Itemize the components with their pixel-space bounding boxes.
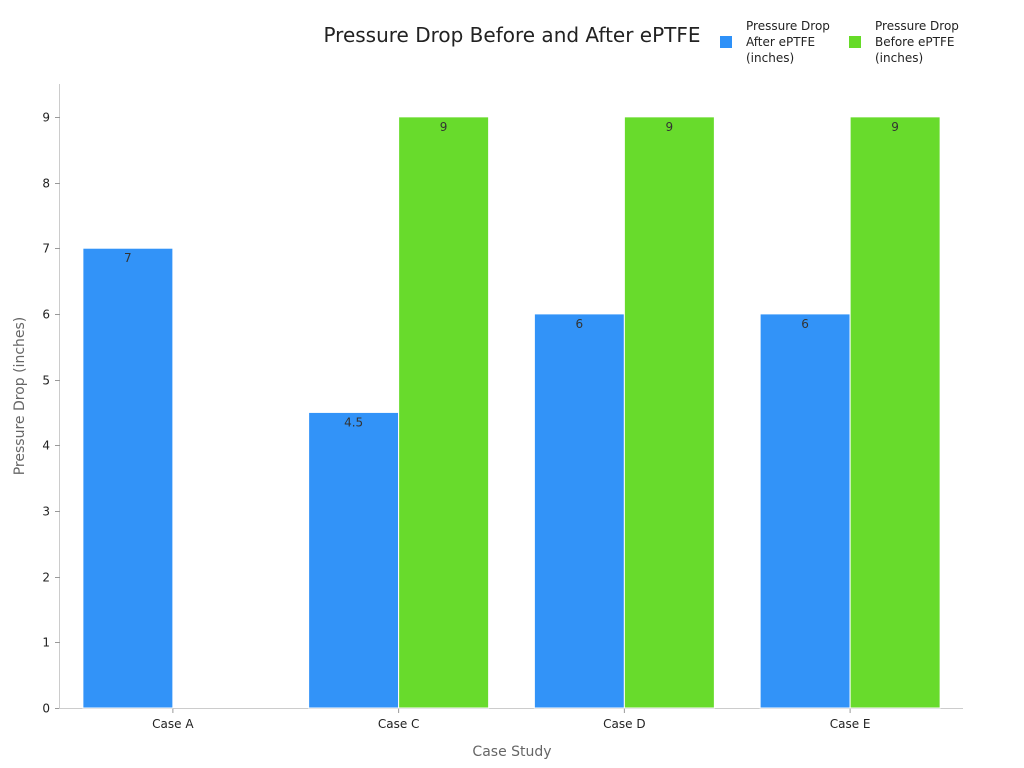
- bar-value-label: 4.5: [344, 415, 363, 429]
- y-tick-label: 6: [42, 308, 50, 322]
- y-axis: 0 1 2 3 4 5 6 7 8 9: [42, 84, 60, 716]
- bar: [623, 116, 715, 709]
- bar-value-label: 9: [440, 120, 448, 134]
- chart-title: Pressure Drop Before and After ePTFE: [323, 23, 700, 47]
- legend-swatch: [720, 36, 732, 48]
- y-tick-label: 9: [42, 111, 50, 125]
- x-tick-label: Case D: [603, 717, 645, 731]
- y-tick-label: 0: [42, 702, 50, 716]
- legend: Pressure Drop After ePTFE (inches) Pressure…: [720, 19, 959, 65]
- legend-label: (inches): [875, 51, 923, 65]
- x-tick-label: Case C: [378, 717, 420, 731]
- y-tick-label: 3: [42, 505, 50, 519]
- bar-labels: 7 4.5 9 6 9 6 9: [124, 120, 899, 430]
- legend-label: (inches): [746, 51, 794, 65]
- bar-value-label: 6: [801, 317, 809, 331]
- y-axis-title: Pressure Drop (inches): [12, 317, 28, 476]
- legend-label: After ePTFE: [746, 35, 815, 49]
- bar-value-label: 7: [124, 251, 132, 265]
- y-tick-label: 4: [42, 439, 50, 453]
- y-tick-label: 1: [42, 636, 50, 650]
- x-tick-label: Case E: [830, 717, 871, 731]
- y-tick-label: 7: [42, 242, 50, 256]
- x-tick-label: Case A: [152, 717, 194, 731]
- bar: [398, 116, 490, 709]
- y-tick-label: 5: [42, 374, 50, 388]
- legend-label: Before ePTFE: [875, 35, 954, 49]
- legend-label: Pressure Drop: [875, 19, 959, 33]
- x-axis: Case A Case C Case D Case E: [59, 708, 963, 731]
- bar: [533, 313, 625, 709]
- legend-label: Pressure Drop: [746, 19, 830, 33]
- y-tick-label: 2: [42, 571, 50, 585]
- x-axis-title: Case Study: [472, 744, 551, 760]
- bar-value-label: 9: [666, 120, 674, 134]
- bar: [759, 313, 851, 709]
- bar-value-label: 9: [891, 120, 899, 134]
- bar: [308, 411, 400, 709]
- bar: [82, 247, 174, 709]
- y-tick-label: 8: [42, 177, 50, 191]
- legend-swatch: [849, 36, 861, 48]
- bars: [82, 116, 941, 709]
- bar: [849, 116, 941, 709]
- bar-value-label: 6: [576, 317, 584, 331]
